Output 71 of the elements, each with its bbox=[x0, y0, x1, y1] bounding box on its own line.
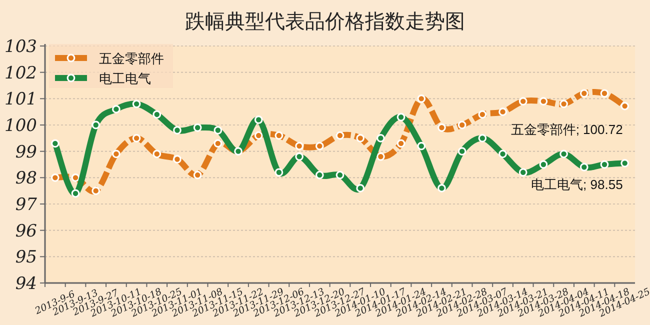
point bbox=[295, 142, 304, 150]
point bbox=[193, 170, 202, 180]
point bbox=[580, 89, 588, 98]
point bbox=[71, 189, 80, 198]
point bbox=[518, 97, 528, 106]
point bbox=[132, 100, 141, 108]
point bbox=[478, 134, 487, 142]
y-tick-label: 100 bbox=[4, 116, 38, 136]
y-tick-label: 99 bbox=[15, 142, 38, 162]
y-tick-label: 95 bbox=[15, 248, 37, 268]
point bbox=[173, 126, 182, 134]
annotation: 电工电气; 98.55 bbox=[531, 177, 623, 192]
point bbox=[356, 134, 365, 142]
point bbox=[152, 110, 162, 119]
point bbox=[254, 116, 263, 124]
point bbox=[560, 150, 568, 158]
y-tick-label: 97 bbox=[15, 195, 38, 215]
point bbox=[50, 173, 60, 182]
point bbox=[560, 100, 568, 108]
point bbox=[376, 152, 385, 161]
y-tick-label: 102 bbox=[4, 63, 37, 84]
point bbox=[274, 131, 284, 140]
chart-title: 跌幅典型代表品价格指数走势图 bbox=[185, 11, 465, 33]
point bbox=[600, 89, 609, 98]
point bbox=[152, 150, 162, 158]
point bbox=[336, 131, 344, 140]
point bbox=[478, 110, 487, 119]
point bbox=[92, 120, 100, 130]
y-tick-label: 94 bbox=[15, 274, 37, 294]
point bbox=[50, 139, 60, 148]
point bbox=[254, 131, 263, 140]
y-tick-label: 101 bbox=[4, 90, 37, 110]
annotation: 五金零部件; 100.72 bbox=[510, 122, 623, 138]
point bbox=[214, 139, 222, 148]
point bbox=[620, 158, 630, 168]
point bbox=[295, 152, 304, 161]
point bbox=[518, 168, 528, 177]
point bbox=[112, 150, 120, 158]
point bbox=[580, 162, 588, 172]
point bbox=[438, 123, 446, 132]
point bbox=[458, 147, 466, 156]
legend-label: 电工电气 bbox=[99, 71, 151, 86]
point bbox=[498, 150, 507, 158]
point bbox=[376, 134, 385, 142]
point bbox=[274, 168, 284, 177]
point bbox=[356, 184, 365, 192]
point bbox=[498, 108, 507, 116]
point bbox=[620, 102, 630, 110]
point bbox=[417, 142, 426, 150]
point bbox=[132, 134, 141, 142]
point bbox=[315, 170, 324, 180]
legend-label: 五金零部件 bbox=[99, 51, 164, 66]
point bbox=[600, 160, 609, 169]
point bbox=[539, 160, 548, 169]
point bbox=[539, 97, 548, 106]
y-tick-label: 98 bbox=[15, 168, 38, 189]
point bbox=[92, 186, 100, 196]
point bbox=[112, 105, 120, 114]
point bbox=[396, 139, 406, 148]
point bbox=[71, 173, 80, 182]
point bbox=[336, 170, 344, 180]
point bbox=[214, 126, 222, 134]
point bbox=[315, 142, 324, 150]
y-tick-label: 96 bbox=[15, 221, 38, 242]
point bbox=[193, 123, 202, 132]
point bbox=[396, 112, 406, 122]
point bbox=[417, 94, 426, 103]
point bbox=[458, 120, 466, 130]
y-tick-label: 103 bbox=[4, 37, 37, 57]
point bbox=[438, 184, 446, 192]
point bbox=[173, 155, 182, 164]
